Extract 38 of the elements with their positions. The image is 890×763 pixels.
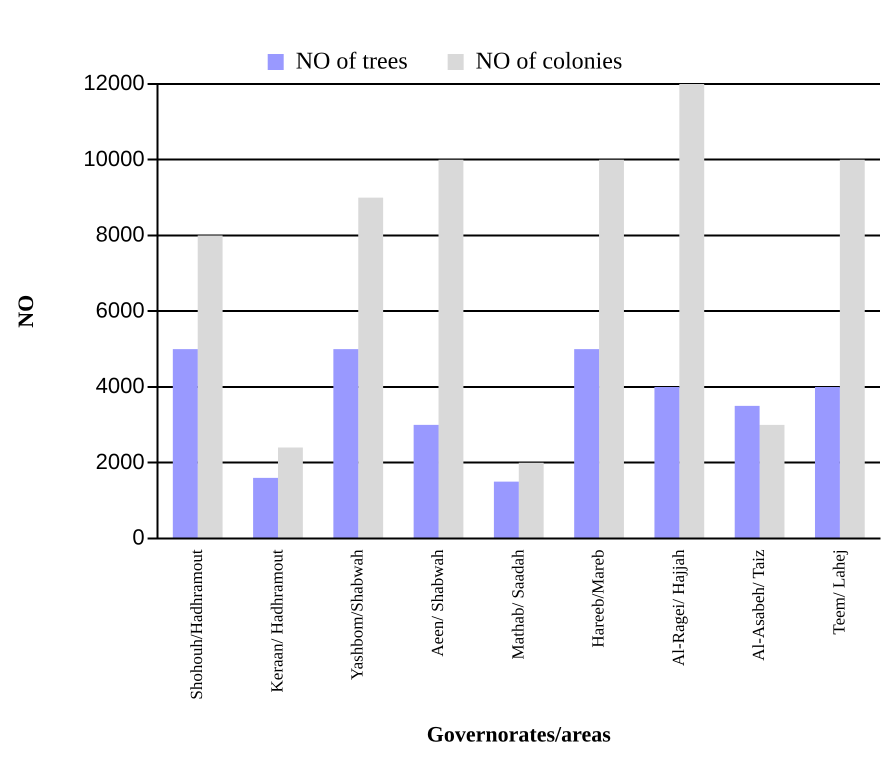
bar xyxy=(278,448,303,538)
bar xyxy=(679,84,704,538)
bar xyxy=(734,406,760,538)
y-tick-label: 2000 xyxy=(96,448,145,474)
bar xyxy=(358,198,384,538)
bar xyxy=(574,349,600,538)
y-tick-label: 10000 xyxy=(83,146,145,171)
bar xyxy=(414,424,439,538)
bar xyxy=(760,424,784,538)
legend-label: NO of trees xyxy=(296,48,408,74)
bar xyxy=(253,478,278,538)
bar xyxy=(438,160,464,538)
x-tick-label: Teem/ Lahej xyxy=(829,549,848,635)
bar xyxy=(654,386,680,538)
legend-label: NO of colonies xyxy=(476,48,622,74)
x-tick-label: Shohouh/Hadhramout xyxy=(187,549,206,700)
x-tick-label: Al-Ragei/ Hajjah xyxy=(668,548,688,666)
bar xyxy=(333,349,358,538)
bar xyxy=(198,235,223,538)
bar xyxy=(494,482,519,538)
y-axis-title: NO xyxy=(12,294,38,328)
bar xyxy=(840,160,865,538)
y-tick-label: 0 xyxy=(132,524,145,550)
x-tick-label: Mathab/ Saadah xyxy=(508,548,528,660)
x-tick-label: Keraan/ Hadhramout xyxy=(267,549,286,692)
bar xyxy=(599,160,624,538)
x-tick-label: Al-Asabeh/ Taiz xyxy=(749,549,768,661)
bar xyxy=(814,386,840,538)
bar xyxy=(172,349,198,538)
x-axis-title: Governorates/areas xyxy=(426,721,612,746)
x-tick-label: Hareeb/Mareb xyxy=(588,549,608,648)
y-tick-label: 12000 xyxy=(83,70,145,96)
bar xyxy=(518,462,544,538)
x-tick-label: Aeen/ Shabwah xyxy=(428,548,447,657)
y-tick-label: 6000 xyxy=(96,297,145,322)
y-tick-label: 4000 xyxy=(96,373,145,398)
x-tick-label: Yashbom/Shabwah xyxy=(348,548,367,680)
y-tick-label: 8000 xyxy=(96,222,145,247)
